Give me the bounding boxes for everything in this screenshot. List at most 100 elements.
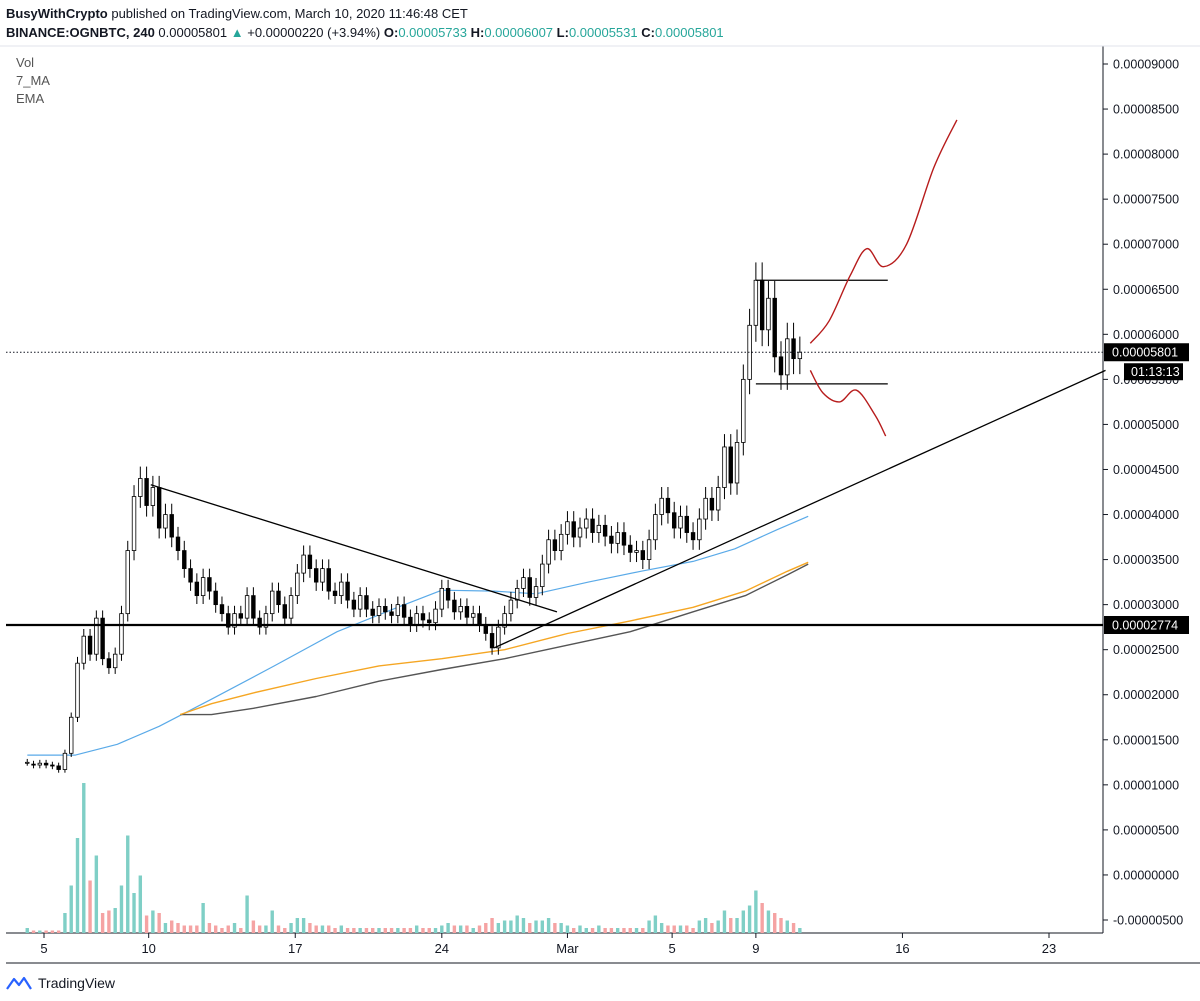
legend-vol[interactable]: Vol xyxy=(16,55,35,70)
candle-body xyxy=(477,613,482,625)
candle-body xyxy=(420,613,426,621)
x-tick-label: Mar xyxy=(556,941,579,956)
candle-body xyxy=(332,590,338,597)
trendline-descending[interactable] xyxy=(150,484,558,613)
volume-bar xyxy=(440,925,444,933)
low-value: 0.00005531 xyxy=(568,25,638,40)
volume-bar xyxy=(729,918,733,933)
candle-body xyxy=(62,752,68,770)
volume-bar xyxy=(402,928,406,933)
candle-body xyxy=(320,568,325,583)
volume-bar xyxy=(144,915,149,933)
candle-body xyxy=(540,563,545,588)
volume-bar xyxy=(157,913,161,933)
last-price-tag xyxy=(1104,343,1189,362)
volume-bar xyxy=(276,925,281,933)
volume-bar xyxy=(722,910,727,933)
volume-bar xyxy=(270,910,274,933)
x-tick-label: 24 xyxy=(435,941,449,956)
candle-body xyxy=(31,763,36,766)
volume-bar xyxy=(546,918,551,933)
candle-body xyxy=(502,613,507,628)
candle-body xyxy=(401,604,407,618)
volume-bar xyxy=(264,925,268,933)
volume-bar xyxy=(195,925,199,933)
candle-body xyxy=(684,515,689,533)
volume-bar xyxy=(603,928,607,933)
volume-bar xyxy=(584,928,588,933)
candle-body xyxy=(558,533,564,551)
tradingview-logo-icon[interactable] xyxy=(6,975,32,991)
volume-bar xyxy=(553,923,557,933)
volume-bar xyxy=(465,925,469,933)
volume-bar xyxy=(615,928,620,933)
volume-bar xyxy=(779,918,783,933)
trendline-ascending[interactable] xyxy=(493,369,1106,649)
author-name[interactable]: BusyWithCrypto xyxy=(6,6,108,21)
candle-body xyxy=(219,604,225,615)
open-label: O: xyxy=(383,25,399,40)
x-tick-label: 5 xyxy=(669,941,676,956)
volume-bar xyxy=(132,893,136,933)
candle-body xyxy=(653,514,658,541)
candle-body xyxy=(628,544,633,553)
projection-bearish-path[interactable] xyxy=(809,370,887,437)
volume-bar xyxy=(308,923,312,933)
y-tick-label: 0.00001000 xyxy=(1113,778,1179,792)
x-tick-label: 10 xyxy=(141,941,155,956)
tradingview-brand[interactable]: TradingView xyxy=(38,975,116,991)
volume-bar xyxy=(151,910,155,933)
volume-bar xyxy=(383,928,387,933)
volume-bar xyxy=(609,928,614,933)
candle-body xyxy=(131,496,137,551)
candle-body xyxy=(163,514,168,529)
legend-7-ma[interactable]: 7_MA xyxy=(16,73,50,88)
volume-bar xyxy=(170,920,174,933)
candle-body xyxy=(634,550,639,553)
volume-bar xyxy=(534,920,538,933)
candle-body xyxy=(251,595,256,619)
volume-bar xyxy=(314,925,318,933)
volume-bar xyxy=(502,920,507,933)
candle-body xyxy=(414,613,419,625)
candle-body xyxy=(94,617,99,655)
volume-bar xyxy=(69,885,73,933)
volume-bar xyxy=(245,895,249,933)
volume-bar xyxy=(433,928,438,933)
publish-line: BusyWithCrypto published on TradingView.… xyxy=(6,4,724,23)
close-label: C: xyxy=(641,25,655,40)
candle-body xyxy=(489,633,495,649)
chart-header: BusyWithCrypto published on TradingView.… xyxy=(6,4,724,42)
volume-bar xyxy=(597,925,601,933)
volume-bar xyxy=(641,928,645,933)
volume-bar xyxy=(414,925,419,933)
volume-bar xyxy=(628,928,632,933)
y-tick-label: 0.00009000 xyxy=(1113,58,1179,72)
candle-body xyxy=(395,604,401,616)
candle-body xyxy=(565,521,570,535)
candle-body xyxy=(257,617,262,628)
volume-bar xyxy=(226,925,230,933)
symbol-label[interactable]: BINANCE:OGNBTC, 240 xyxy=(6,25,155,40)
ema-mid-line xyxy=(179,561,809,716)
y-tick-label: 0.00008500 xyxy=(1113,103,1179,117)
volume-bar xyxy=(126,835,130,933)
y-tick-label: 0.00003500 xyxy=(1113,553,1179,567)
candle-body xyxy=(715,487,721,511)
legend-ema[interactable]: EMA xyxy=(16,91,45,106)
low-label: L: xyxy=(556,25,569,40)
candle-body xyxy=(119,613,124,655)
candle-body xyxy=(659,497,664,515)
x-tick-label: 17 xyxy=(288,941,302,956)
volume-bar xyxy=(220,928,224,933)
projection-bullish-path[interactable] xyxy=(809,119,958,344)
candle-body xyxy=(408,616,413,625)
volume-bar xyxy=(44,930,48,933)
candle-body xyxy=(238,613,244,619)
candle-body xyxy=(514,588,520,601)
volume-bar xyxy=(232,923,237,933)
candle-body xyxy=(571,521,576,538)
volume-bar xyxy=(358,928,362,933)
candle-body xyxy=(609,535,614,544)
